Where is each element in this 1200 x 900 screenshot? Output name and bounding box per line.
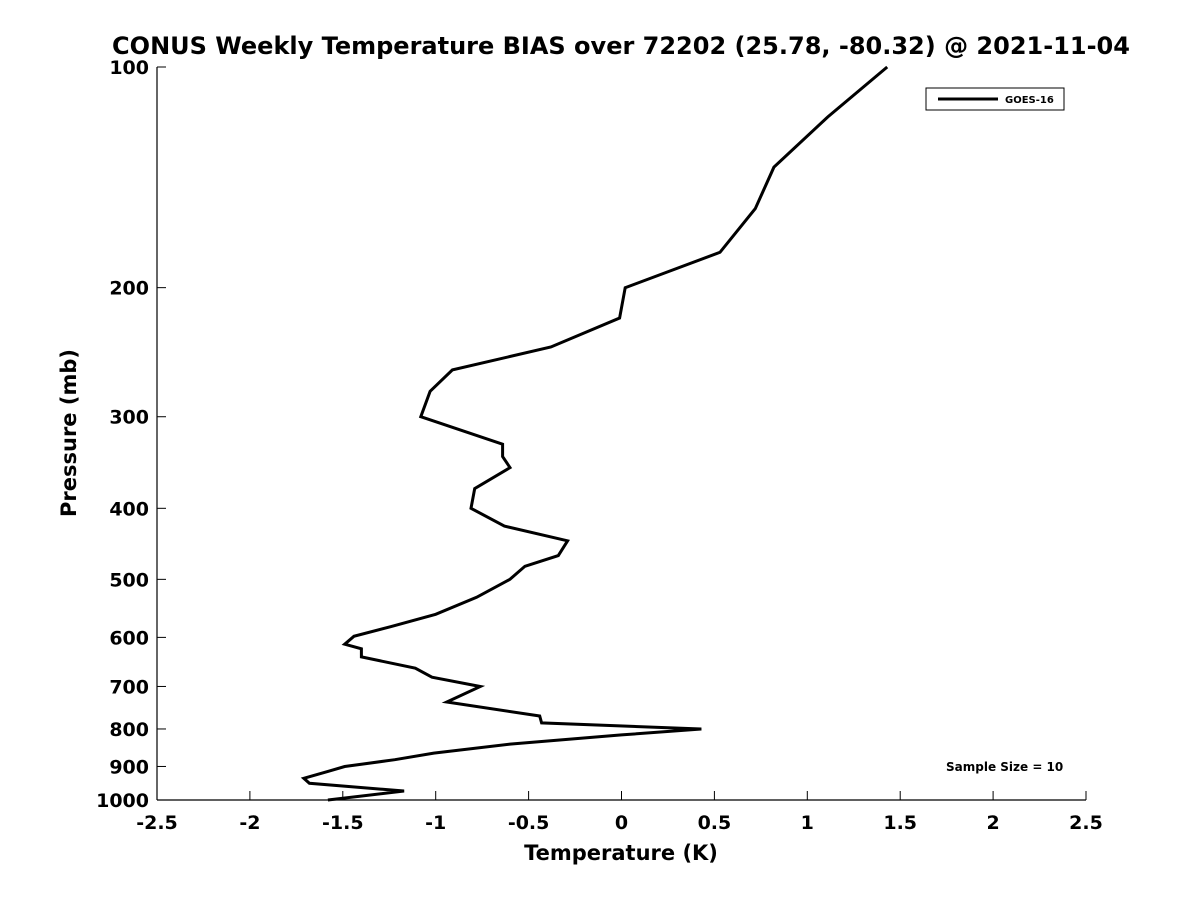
x-tick-label: 2.5 xyxy=(1069,812,1103,834)
x-tick-label: 1 xyxy=(801,812,814,834)
x-tick-label: -1 xyxy=(425,812,446,834)
y-tick-label: 200 xyxy=(109,278,149,300)
chart-title: CONUS Weekly Temperature BIAS over 72202… xyxy=(112,32,1130,60)
x-tick-label: -0.5 xyxy=(508,812,550,834)
y-axis-label: Pressure (mb) xyxy=(57,349,81,517)
y-tick-label: 500 xyxy=(109,569,149,591)
y-tick-label: 1000 xyxy=(96,790,149,812)
series-layer xyxy=(300,65,889,802)
plot-area-frame xyxy=(157,67,1086,800)
y-tick-label: 700 xyxy=(109,676,149,698)
y-tick-label: 600 xyxy=(109,627,149,649)
y-tick-label: 100 xyxy=(109,57,149,79)
y-tick-label: 400 xyxy=(109,498,149,520)
x-axis-label: Temperature (K) xyxy=(524,841,718,865)
x-tick-label: 1.5 xyxy=(883,812,917,834)
x-axis-ticks: -2.5 -2 -1.5 -1 -0.5 0 0.5 1 1.5 2 2.5 xyxy=(136,791,1103,834)
x-tick-label: 2 xyxy=(986,812,999,834)
y-axis-ticks: 100 200 300 400 500 600 700 800 900 1000 xyxy=(96,57,166,812)
sample-size-annotation: Sample Size = 10 xyxy=(946,760,1063,774)
legend-entry-goes-16: GOES-16 xyxy=(1005,95,1054,106)
x-tick-label: -2 xyxy=(239,812,260,834)
x-tick-label: -2.5 xyxy=(136,812,178,834)
x-tick-label: -1.5 xyxy=(322,812,364,834)
x-tick-label: 0.5 xyxy=(698,812,732,834)
series-line-goes-16 xyxy=(300,65,889,802)
y-tick-label: 900 xyxy=(109,756,149,778)
legend: GOES-16 xyxy=(925,87,1065,111)
y-tick-label: 800 xyxy=(109,719,149,741)
x-tick-label: 0 xyxy=(615,812,628,834)
y-tick-label: 300 xyxy=(109,407,149,429)
